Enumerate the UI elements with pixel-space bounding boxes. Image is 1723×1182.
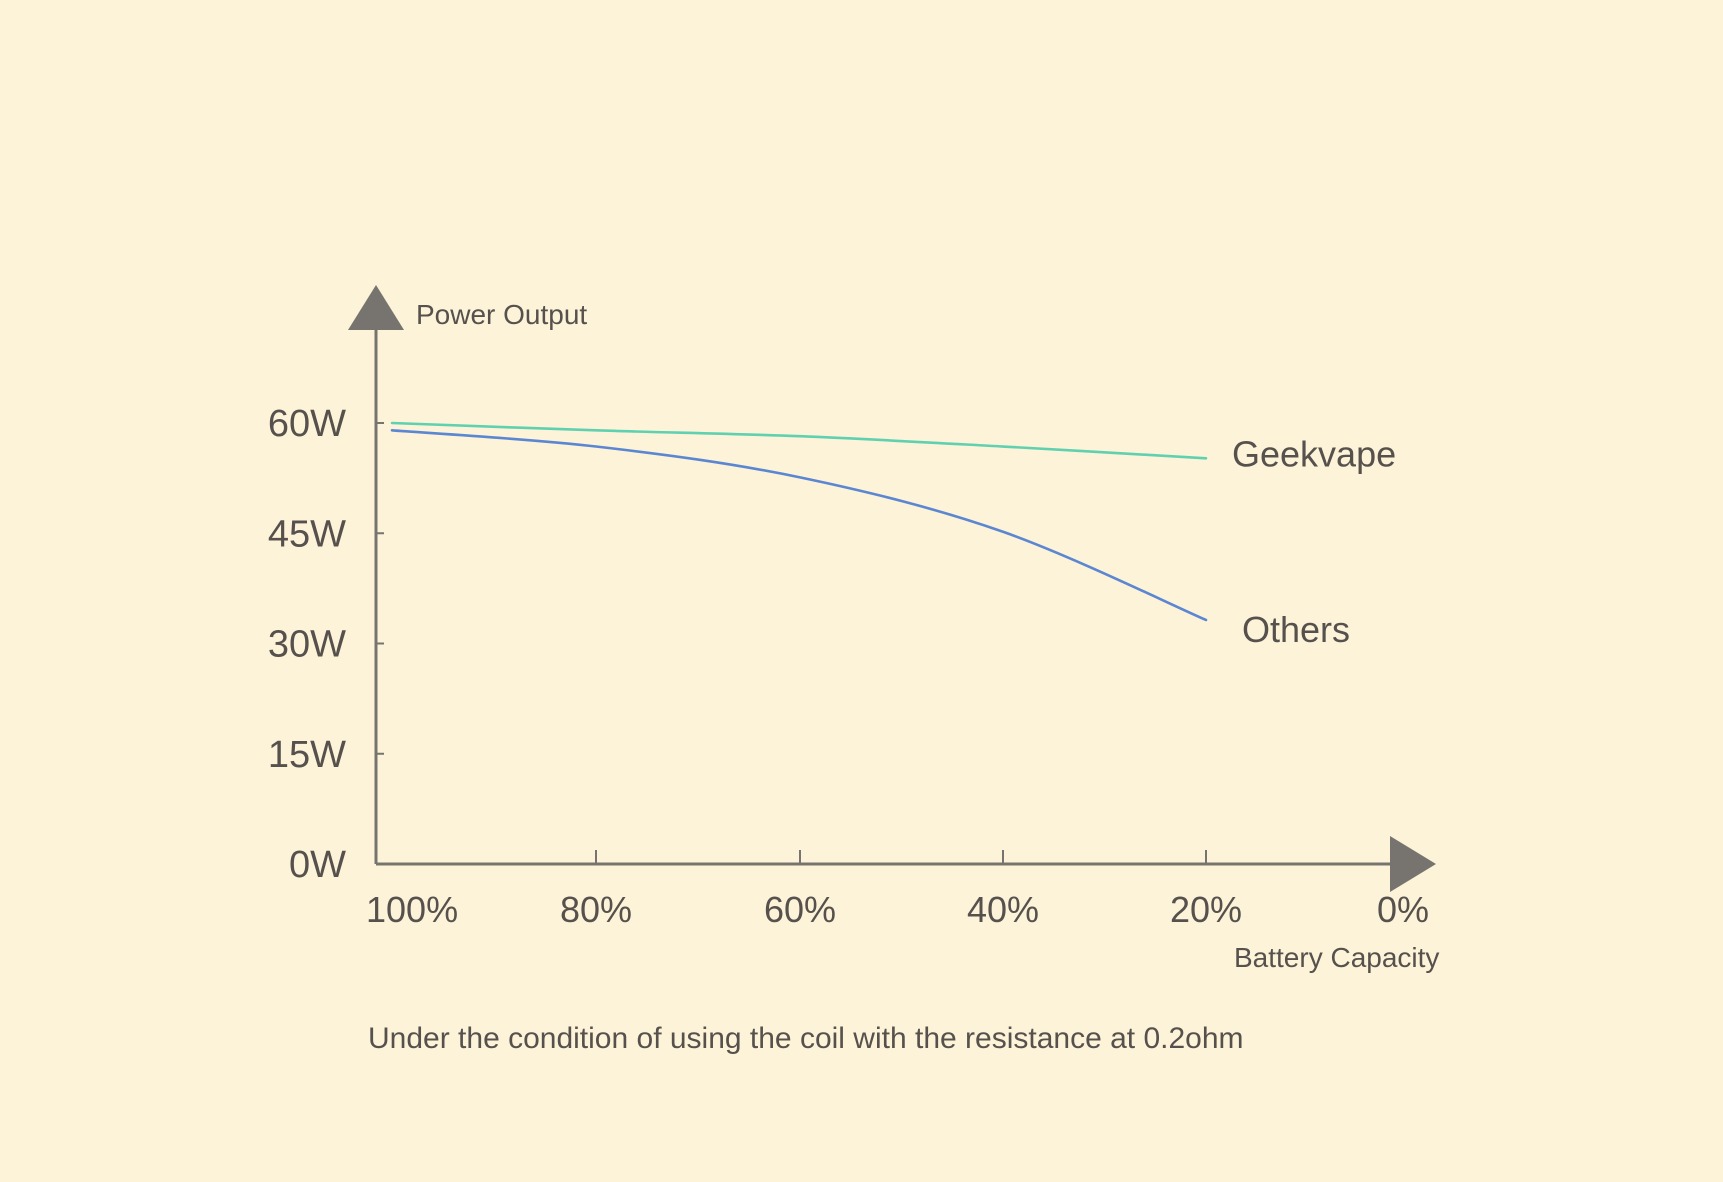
- y-axis-title: Power Output: [416, 299, 587, 330]
- y-tick-label: 15W: [268, 734, 346, 776]
- y-tick-label: 45W: [268, 513, 346, 555]
- y-axis-arrow: [348, 285, 404, 330]
- axes: [348, 285, 1436, 892]
- y-tick-label: 60W: [268, 403, 346, 445]
- series-label-others: Others: [1242, 609, 1350, 650]
- y-tick-label: 30W: [268, 624, 346, 666]
- x-tick-label: 80%: [560, 889, 632, 930]
- ticks: 0W 15W 30W 45W 60W 100% 80% 60% 40% 20% 0%: [268, 403, 1429, 930]
- x-tick-label: 0%: [1377, 889, 1429, 930]
- x-axis-title: Battery Capacity: [1234, 942, 1439, 973]
- series-lines: Geekvape Others: [390, 421, 1396, 650]
- series-line-geekvape: [390, 421, 1208, 460]
- x-tick-label: 20%: [1170, 889, 1242, 930]
- x-tick-label: 40%: [967, 889, 1039, 930]
- x-axis-arrow: [1390, 836, 1436, 892]
- x-tick-label: 60%: [764, 889, 836, 930]
- chart-caption: Under the condition of using the coil wi…: [368, 1022, 1244, 1055]
- series-label-geekvape: Geekvape: [1232, 433, 1396, 474]
- series-line-others: [390, 429, 1208, 622]
- labels: Power Output Battery Capacity Under the …: [368, 299, 1439, 1055]
- x-tick-label: 100%: [366, 889, 458, 930]
- y-tick-label: 0W: [289, 844, 346, 886]
